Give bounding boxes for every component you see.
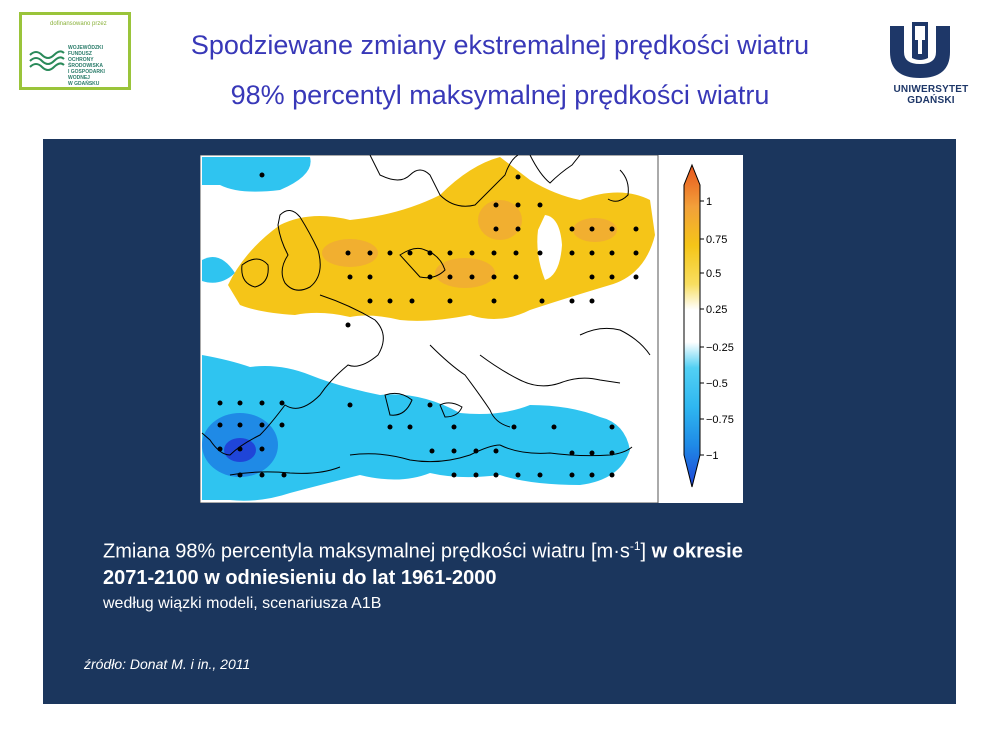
sponsor-caption: dofinansowano przez (50, 21, 107, 27)
negative-region-west (202, 256, 235, 283)
colorbar-ticks (700, 200, 704, 456)
wave-logo-icon (29, 50, 65, 71)
strong-positive-patch-4 (573, 218, 617, 242)
strong-positive-patch-2 (435, 258, 495, 288)
legend-label-0.25: 0.25 (706, 304, 727, 316)
slide-title: Spodziewane zmiany ekstremalnej prędkośc… (190, 30, 810, 60)
legend-label-neg-1: −1 (706, 450, 719, 462)
negative-region-south (202, 355, 630, 501)
white-gap-east (537, 215, 562, 280)
legend-label-neg-0.5: −0.5 (706, 378, 728, 390)
university-emblem-icon (890, 22, 950, 78)
colorbar (683, 163, 701, 488)
legend-label-1: 1 (706, 196, 712, 208)
legend-label-0.75: 0.75 (706, 234, 727, 246)
positive-region-north (228, 157, 655, 321)
university-logo: UNIWERSYTET GDAŃSKI (872, 18, 992, 108)
university-name: UNIWERSYTET GDAŃSKI (893, 84, 969, 106)
sponsor-org: WOJEWÓDZKI FUNDUSZ OCHRONY ŚRODOWISKA I … (68, 45, 105, 87)
significance-dots (217, 172, 639, 478)
caption-line-2: 2071-2100 w odniesieniu do lat 1961-2000 (103, 566, 497, 589)
coastlines (201, 155, 651, 476)
slide-subtitle: 98% percentyl maksymalnej prędkości wiat… (230, 80, 770, 110)
legend-label-neg-0.75: −0.75 (706, 414, 734, 426)
caption-line-1: Zmiana 98% percentyla maksymalnej prędko… (103, 539, 743, 563)
legend-label-0.5: 0.5 (706, 268, 721, 280)
legend-label-neg-0.25: −0.25 (706, 342, 734, 354)
wind-change-map: 1 0.75 0.5 0.25 −0.25 −0.5 −0.75 −1 (200, 155, 743, 503)
caption-line-3: według wiązki modeli, scenariusza A1B (103, 594, 382, 612)
figure-caption: Zmiana 98% percentyla maksymalnej prędko… (103, 533, 903, 615)
source-note: źródło: Donat M. i in., 2011 (84, 656, 251, 672)
strong-positive-patch-3 (478, 200, 522, 240)
negative-region-atlantic (202, 157, 311, 192)
sponsor-logo: dofinansowano przez WOJEWÓDZKI FUNDUSZ O… (19, 12, 131, 90)
